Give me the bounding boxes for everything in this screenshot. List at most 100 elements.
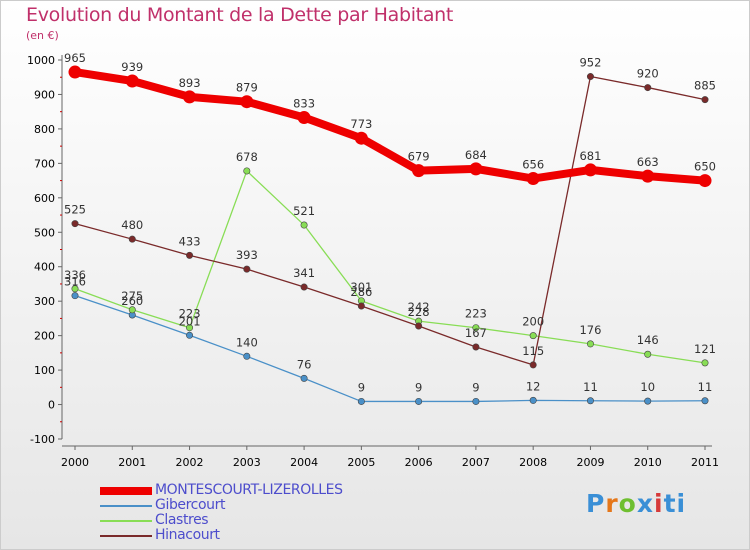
legend-label: MONTESCOURT-LIZEROLLES <box>155 482 343 498</box>
data-point <box>701 96 709 104</box>
logo-letter: i <box>654 489 664 518</box>
series-line-montescourt-lizerolles <box>74 68 706 185</box>
data-point <box>472 324 480 332</box>
data-label: 223 <box>465 307 487 321</box>
x-tick-label: 2008 <box>519 456 547 469</box>
chart-subtitle: (en €) <box>26 29 59 42</box>
data-point <box>415 397 423 405</box>
data-point <box>186 251 194 259</box>
data-point <box>357 302 365 310</box>
logo-letter: r <box>605 489 619 518</box>
data-label: 965 <box>64 51 86 65</box>
data-point <box>128 306 136 314</box>
data-label: 393 <box>236 248 258 262</box>
logo-letter: t <box>663 489 677 518</box>
series-line-hinacourt <box>74 75 706 366</box>
data-point <box>243 265 251 273</box>
data-point <box>186 331 194 339</box>
y-tick-label: 300 <box>34 295 55 308</box>
data-label: 260 <box>121 294 143 308</box>
data-point <box>641 169 655 183</box>
data-label: 242 <box>408 300 430 314</box>
y-tick-label: 1000 <box>27 54 55 67</box>
y-tick-label: 500 <box>34 226 55 239</box>
data-label: 140 <box>236 335 258 349</box>
data-point <box>586 397 594 405</box>
legend-swatch <box>100 505 152 507</box>
data-point <box>357 397 365 405</box>
data-label: 679 <box>408 150 430 164</box>
legend-label: Gibercourt <box>155 497 226 513</box>
data-label: 121 <box>694 342 716 356</box>
data-point <box>701 359 709 367</box>
data-point <box>472 397 480 405</box>
data-label: 167 <box>465 326 487 340</box>
series-layer <box>68 65 712 405</box>
y-tick-label: 600 <box>34 192 55 205</box>
y-tick-label: 800 <box>34 123 55 136</box>
data-label: 893 <box>179 76 201 90</box>
data-point <box>71 292 79 300</box>
y-tick-label: 900 <box>34 88 55 101</box>
data-label: 316 <box>64 275 86 289</box>
data-point <box>183 90 197 104</box>
data-label: 228 <box>408 305 430 319</box>
x-tick-label: 2007 <box>462 456 490 469</box>
data-label: 920 <box>637 67 659 81</box>
data-label: 9 <box>358 380 365 394</box>
data-label: 650 <box>694 160 716 174</box>
data-label: 115 <box>522 344 544 358</box>
data-label: 11 <box>698 380 713 394</box>
data-label: 146 <box>637 333 659 347</box>
data-point <box>644 84 652 92</box>
data-point <box>71 285 79 293</box>
data-label: 301 <box>350 280 372 294</box>
data-label: 521 <box>293 204 315 218</box>
data-label: 663 <box>637 155 659 169</box>
data-label: 525 <box>64 203 86 217</box>
x-tick-label: 2003 <box>233 456 261 469</box>
data-point <box>297 111 311 125</box>
y-tick-label: 100 <box>34 364 55 377</box>
x-tick-label: 2004 <box>290 456 318 469</box>
x-tick-label: 2011 <box>691 456 719 469</box>
axes: -100 0 100 200 300 400 500 600 700 800 900 1000 2000… <box>27 54 719 469</box>
y-tick-label: 700 <box>34 157 55 170</box>
data-label: 678 <box>236 150 258 164</box>
logo-letter: x <box>636 489 654 518</box>
data-point <box>698 174 712 188</box>
data-label: 12 <box>526 379 541 393</box>
y-tick-label: 400 <box>34 261 55 274</box>
data-label: 480 <box>121 218 143 232</box>
data-label: 773 <box>350 117 372 131</box>
data-point <box>354 131 368 145</box>
legend-swatch <box>100 535 152 537</box>
x-tick-label: 2005 <box>347 456 375 469</box>
data-point <box>186 324 194 332</box>
data-label: 10 <box>640 380 655 394</box>
data-point <box>529 396 537 404</box>
series-line-gibercourt <box>74 295 706 403</box>
data-label: 275 <box>121 289 143 303</box>
data-label: 952 <box>579 56 601 70</box>
data-point <box>300 283 308 291</box>
data-point <box>68 65 82 79</box>
data-label: 11 <box>583 380 598 394</box>
data-label: 341 <box>293 266 315 280</box>
data-label: 681 <box>579 149 601 163</box>
data-point <box>300 374 308 382</box>
data-point <box>526 172 540 186</box>
proxiti-logo: Proxiti <box>586 489 686 518</box>
data-point <box>415 322 423 330</box>
chart-title: Evolution du Montant de la Dette par Hab… <box>26 4 454 26</box>
data-point <box>529 332 537 340</box>
series-line-clastres <box>74 170 706 364</box>
data-point <box>71 220 79 228</box>
data-point <box>583 163 597 177</box>
data-point <box>412 164 426 178</box>
data-label: 200 <box>522 315 544 329</box>
data-label: 433 <box>179 234 201 248</box>
data-label: 879 <box>236 81 258 95</box>
y-tick-label: 0 <box>48 399 55 412</box>
